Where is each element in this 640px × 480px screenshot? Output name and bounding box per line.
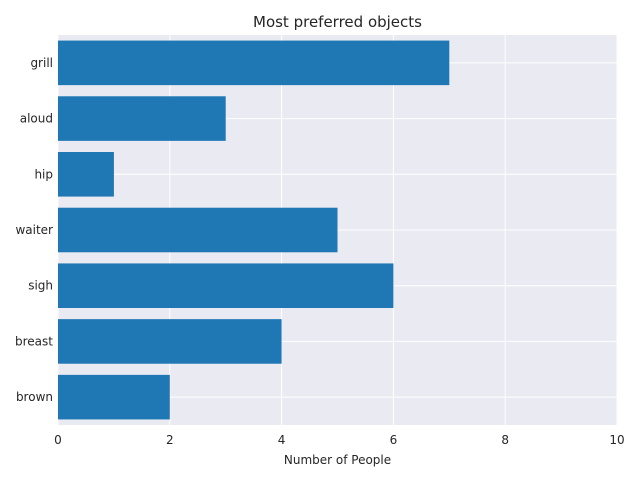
x-tick-label: 8 <box>501 433 509 447</box>
x-axis-label: Number of People <box>284 453 391 467</box>
x-tick-label: 2 <box>166 433 174 447</box>
y-tick-label: breast <box>15 334 53 348</box>
bar-aloud <box>58 96 226 141</box>
y-tick-label: grill <box>30 56 53 70</box>
x-tick-labels: 0 2 4 6 8 10 <box>54 433 624 447</box>
y-tick-label: waiter <box>15 223 53 237</box>
y-tick-label: aloud <box>20 112 53 126</box>
bar-brown <box>58 374 170 420</box>
bars <box>58 40 450 420</box>
x-tick-label: 4 <box>278 433 286 447</box>
y-tick-label: sigh <box>28 279 53 293</box>
bar-grill <box>58 40 450 86</box>
y-tick-labels: grill aloud hip waiter sigh breast brown <box>15 56 53 404</box>
bar-hip <box>58 152 114 197</box>
chart-title: Most preferred objects <box>253 13 422 31</box>
bar-waiter <box>58 207 338 253</box>
x-tick-label: 10 <box>609 433 624 447</box>
y-tick-label: brown <box>16 390 53 404</box>
x-tick-label: 0 <box>54 433 62 447</box>
y-tick-label: hip <box>34 167 53 181</box>
bar-breast <box>58 319 282 364</box>
x-tick-label: 6 <box>390 433 398 447</box>
bar-sigh <box>58 263 394 308</box>
